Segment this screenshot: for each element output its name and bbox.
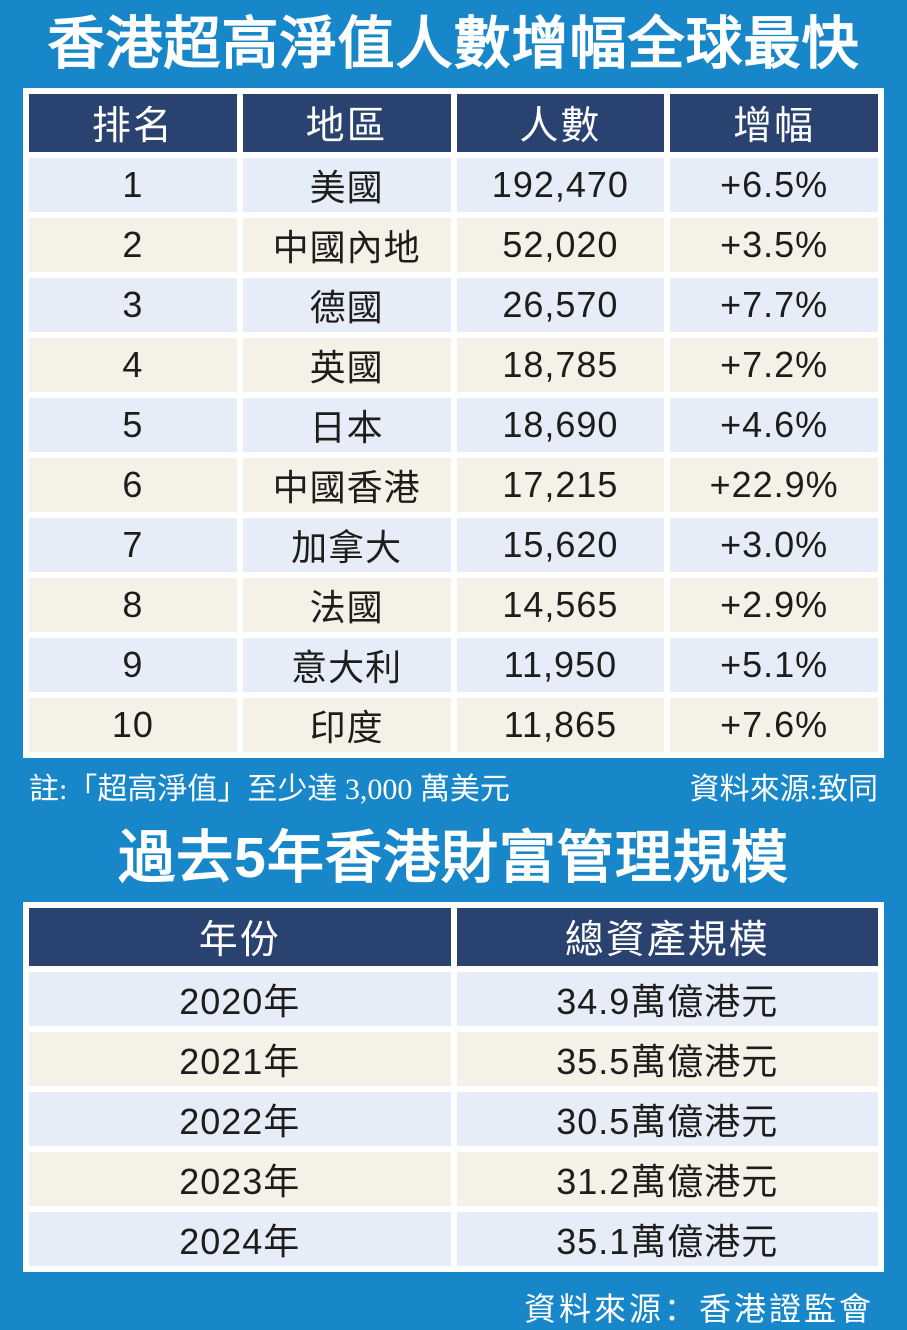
- uhnw-header-row: 排名 地區 人數 增幅: [29, 94, 878, 152]
- uhnw-table-cell: +3.0%: [670, 518, 878, 572]
- uhnw-table-row: 3 德國 26,570 +7.7%: [29, 278, 878, 332]
- uhnw-table-cell: 7: [29, 518, 237, 572]
- uhnw-column-header: 排名: [29, 94, 237, 152]
- uhnw-table-cell: 中國香港: [242, 458, 451, 512]
- uhnw-table-row: 8 法國 14,565 +2.9%: [29, 578, 878, 632]
- uhnw-table-cell: 9: [29, 638, 237, 692]
- uhnw-table-cell: 8: [29, 578, 237, 632]
- uhnw-table-row: 10 印度 11,865 +7.6%: [29, 698, 878, 752]
- wealth-column-header: 總資產規模: [456, 908, 878, 966]
- uhnw-table-cell: +7.2%: [670, 338, 878, 392]
- uhnw-table-cell: +3.5%: [670, 218, 878, 272]
- uhnw-table-cell: 英國: [242, 338, 451, 392]
- uhnw-table-row: 5 日本 18,690 +4.6%: [29, 398, 878, 452]
- uhnw-footnote-row: 註:「超高淨值」至少達 3,000 萬美元 資料來源:致同: [29, 764, 878, 808]
- uhnw-table-cell: 德國: [242, 278, 451, 332]
- uhnw-table-cell: +2.9%: [670, 578, 878, 632]
- wealth-table-cell: 2022年: [29, 1092, 451, 1146]
- wealth-table-row: 2021年 35.5萬億港元: [29, 1032, 878, 1086]
- uhnw-table-cell: +4.6%: [670, 398, 878, 452]
- uhnw-table-cell: 中國內地: [242, 218, 451, 272]
- wealth-table-row: 2020年 34.9萬億港元: [29, 972, 878, 1026]
- uhnw-table-cell: 2: [29, 218, 237, 272]
- uhnw-table-row: 7 加拿大 15,620 +3.0%: [29, 518, 878, 572]
- uhnw-table-title: 香港超高淨值人數增幅全球最快: [47, 12, 860, 76]
- uhnw-table-cell: 11,950: [456, 638, 665, 692]
- uhnw-table-cell: 10: [29, 698, 237, 752]
- wealth-table-title: 過去5年香港財富管理規模: [118, 826, 789, 890]
- uhnw-table-cell: 6: [29, 458, 237, 512]
- uhnw-table-cell: 11,865: [456, 698, 665, 752]
- uhnw-table-cell: 52,020: [456, 218, 665, 272]
- wealth-table-cell: 35.1萬億港元: [456, 1212, 878, 1266]
- wealth-table-cell: 2021年: [29, 1032, 451, 1086]
- wealth-column-header: 年份: [29, 908, 451, 966]
- wealth-table-cell: 35.5萬億港元: [456, 1032, 878, 1086]
- uhnw-table: 排名 地區 人數 增幅 1 美國 192,470 +6.5% 2 中國內地 52,020 +3.5%…: [23, 88, 884, 758]
- uhnw-table-cell: 1: [29, 158, 237, 212]
- wealth-table-cell: 2023年: [29, 1152, 451, 1206]
- wealth-table-row: 2023年 31.2萬億港元: [29, 1152, 878, 1206]
- uhnw-note: 註:「超高淨值」至少達 3,000 萬美元: [29, 773, 510, 806]
- uhnw-table-cell: 日本: [242, 398, 451, 452]
- uhnw-table-cell: +5.1%: [670, 638, 878, 692]
- wealth-table-row: 2024年 35.1萬億港元: [29, 1212, 878, 1266]
- wealth-table-cell: 2024年: [29, 1212, 451, 1266]
- wealth-source: 資料來源：香港證監會: [523, 1291, 874, 1327]
- wealth-table-cell: 34.9萬億港元: [456, 972, 878, 1026]
- uhnw-table-cell: 4: [29, 338, 237, 392]
- uhnw-table-cell: 14,565: [456, 578, 665, 632]
- infographic-page: 香港超高淨值人數增幅全球最快 排名 地區 人數 增幅 1 美國 192,470 +6.5% 2…: [23, 12, 884, 1327]
- uhnw-column-header: 增幅: [670, 94, 878, 152]
- uhnw-column-header: 人數: [456, 94, 665, 152]
- uhnw-table-cell: +7.6%: [670, 698, 878, 752]
- uhnw-column-header: 地區: [242, 94, 451, 152]
- uhnw-table-cell: 17,215: [456, 458, 665, 512]
- wealth-table-cell: 31.2萬億港元: [456, 1152, 878, 1206]
- uhnw-table-cell: 美國: [242, 158, 451, 212]
- uhnw-table-cell: 18,690: [456, 398, 665, 452]
- wealth-table-cell: 2020年: [29, 972, 451, 1026]
- uhnw-table-row: 4 英國 18,785 +7.2%: [29, 338, 878, 392]
- uhnw-table-cell: 15,620: [456, 518, 665, 572]
- uhnw-table-cell: +22.9%: [670, 458, 878, 512]
- uhnw-table-head: 排名 地區 人數 增幅: [29, 94, 878, 152]
- wealth-table-cell: 30.5萬億港元: [456, 1092, 878, 1146]
- uhnw-table-cell: +6.5%: [670, 158, 878, 212]
- uhnw-table-cell: 26,570: [456, 278, 665, 332]
- uhnw-table-cell: 法國: [242, 578, 451, 632]
- wealth-table-head: 年份 總資產規模: [29, 908, 878, 966]
- uhnw-table-cell: +7.7%: [670, 278, 878, 332]
- uhnw-table-cell: 192,470: [456, 158, 665, 212]
- uhnw-table-cell: 意大利: [242, 638, 451, 692]
- uhnw-table-cell: 5: [29, 398, 237, 452]
- wealth-header-row: 年份 總資產規模: [29, 908, 878, 966]
- uhnw-table-cell: 3: [29, 278, 237, 332]
- uhnw-table-row: 6 中國香港 17,215 +22.9%: [29, 458, 878, 512]
- uhnw-table-row: 2 中國內地 52,020 +3.5%: [29, 218, 878, 272]
- uhnw-table-cell: 18,785: [456, 338, 665, 392]
- wealth-table: 年份 總資產規模 2020年 34.9萬億港元 2021年 35.5萬億港元 2022年 3…: [23, 902, 884, 1272]
- uhnw-source: 資料來源:致同: [689, 773, 878, 806]
- uhnw-table-body: 1 美國 192,470 +6.5% 2 中國內地 52,020 +3.5% 3 德國 26,570…: [29, 158, 878, 752]
- uhnw-table-cell: 加拿大: [242, 518, 451, 572]
- uhnw-table-row: 1 美國 192,470 +6.5%: [29, 158, 878, 212]
- uhnw-table-row: 9 意大利 11,950 +5.1%: [29, 638, 878, 692]
- wealth-table-row: 2022年 30.5萬億港元: [29, 1092, 878, 1146]
- uhnw-table-cell: 印度: [242, 698, 451, 752]
- wealth-table-body: 2020年 34.9萬億港元 2021年 35.5萬億港元 2022年 30.5萬億港元 2…: [29, 972, 878, 1266]
